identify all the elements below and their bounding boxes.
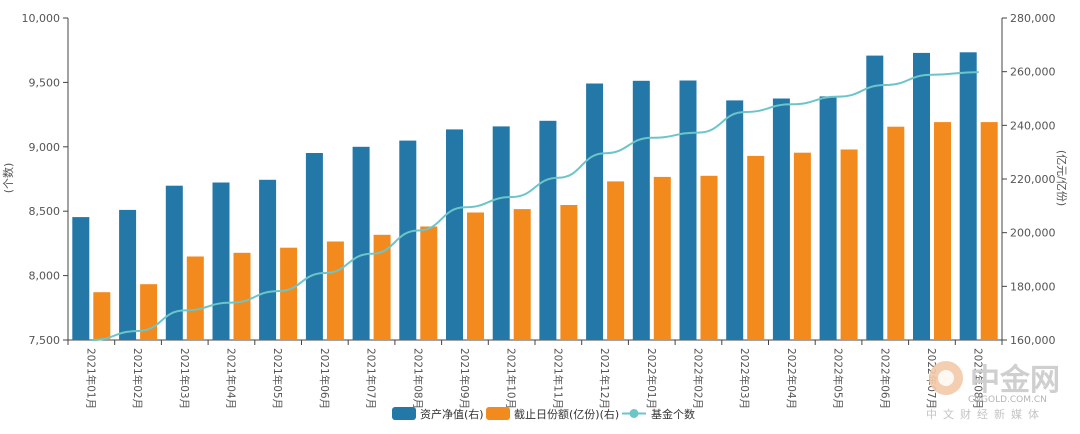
line-series (91, 71, 979, 341)
bar-shares[interactable] (840, 149, 858, 341)
bar-shares[interactable] (467, 212, 484, 341)
bar-shares[interactable] (373, 234, 391, 340)
bar-shares[interactable] (233, 252, 251, 340)
bar-net-assets[interactable] (492, 126, 510, 341)
watermark-domain: CNGOLD.COM.CN (968, 395, 1047, 405)
bar-shares[interactable] (140, 284, 158, 340)
x-tick-label: 2021年04月 (225, 348, 238, 409)
x-tick-label: 2022年01月 (645, 348, 658, 409)
x-tick-label: 2022年03月 (738, 348, 751, 409)
bar-shares[interactable] (980, 122, 998, 340)
bar-shares[interactable] (326, 241, 344, 341)
legend-item-shares[interactable]: 截止日份额(亿份)(右) (486, 407, 619, 421)
y-right-tick-label: 280,000 (1010, 12, 1056, 25)
bar-net-assets[interactable] (446, 129, 463, 340)
bar-net-assets[interactable] (726, 100, 744, 341)
bar-net-assets[interactable] (959, 52, 977, 341)
bar-shares[interactable] (280, 247, 298, 340)
bar-shares[interactable] (793, 152, 811, 340)
x-tick-label: 2021年07月 (365, 348, 378, 409)
legend-swatch-shares (486, 407, 510, 420)
bar-net-assets[interactable] (72, 217, 90, 340)
y-right-tick-label: 200,000 (1010, 227, 1056, 240)
watermark-tagline: 中文财经新媒体 (926, 407, 1045, 421)
bar-net-assets[interactable] (866, 55, 884, 340)
bar-net-assets[interactable] (305, 153, 323, 340)
bar-shares[interactable] (653, 176, 671, 340)
legend: 资产净值(右) 截止日份额(亿份)(右) 基金个数 (392, 407, 695, 421)
y-right-tick-label: 180,000 (1010, 280, 1056, 293)
x-tick-label: 2021年01月 (84, 348, 97, 409)
x-tick-label: 2022年05月 (832, 348, 845, 409)
bar-net-assets[interactable] (913, 52, 930, 341)
bar-shares[interactable] (513, 209, 531, 340)
y-right-tick-label: 220,000 (1010, 173, 1056, 186)
y-left-tick-label: 9,500 (29, 76, 61, 89)
x-tick-label: 2021年10月 (505, 348, 518, 409)
y-right-tick-label: 240,000 (1010, 119, 1056, 132)
bar-net-assets[interactable] (586, 83, 604, 341)
bar-shares[interactable] (934, 122, 951, 340)
y-left-tick-label: 9,000 (29, 141, 61, 154)
x-tick-label: 2021年06月 (318, 348, 331, 409)
y-right-tick-label: 260,000 (1010, 66, 1056, 79)
legend-label-net-assets: 资产净值(右) (420, 407, 484, 421)
bar-net-assets[interactable] (679, 80, 697, 341)
legend-item-fund-count[interactable]: 基金个数 (622, 407, 695, 421)
bar-net-assets[interactable] (352, 146, 370, 340)
x-tick-label: 2022年06月 (878, 348, 891, 409)
legend-swatch-fund-count-dot (629, 409, 639, 418)
bar-net-assets[interactable] (165, 185, 183, 340)
x-tick-label: 2021年03月 (178, 348, 191, 409)
y-left-tick-label: 8,500 (29, 205, 61, 218)
x-tick-label: 2021年02月 (131, 348, 144, 409)
legend-label-fund-count: 基金个数 (651, 407, 695, 421)
y-left-axis-title: (个数) (2, 163, 15, 194)
watermark-logo-inner-icon (938, 370, 954, 386)
y-left-tick-label: 10,000 (22, 12, 61, 25)
x-tick-label: 2022年08月 (972, 348, 985, 409)
bar-shares[interactable] (420, 226, 438, 341)
bar-shares[interactable] (93, 292, 111, 340)
watermark-brand: 中金网 (970, 363, 1060, 398)
legend-label-shares: 截止日份额(亿份)(右) (514, 407, 619, 421)
bar-net-assets[interactable] (212, 182, 230, 341)
x-tick-label: 2021年05月 (271, 348, 284, 409)
bar-net-assets[interactable] (819, 96, 837, 341)
bar-net-assets[interactable] (119, 209, 137, 340)
bar-net-assets[interactable] (539, 120, 557, 340)
y-right-axis-title: (亿元/亿份) (1055, 150, 1068, 206)
bar-net-assets[interactable] (259, 179, 277, 340)
x-tick-label: 2021年08月 (411, 348, 424, 409)
bar-shares[interactable] (887, 126, 905, 340)
bar-shares[interactable] (700, 175, 718, 340)
bar-shares[interactable] (560, 205, 578, 340)
x-axis-labels: 2021年01月 2021年02月 2021年03月 2021年04月 2021年05月… (84, 348, 984, 409)
x-tick-label: 2021年11月 (551, 348, 564, 409)
bar-series (72, 52, 998, 341)
bar-net-assets[interactable] (632, 80, 650, 341)
y-right-tick-label: 160,000 (1010, 334, 1056, 347)
y-left-tick-label: 7,500 (29, 334, 61, 347)
bar-shares[interactable] (607, 181, 625, 340)
x-tick-label: 2021年09月 (458, 348, 471, 409)
x-tick-label: 2022年02月 (692, 348, 705, 409)
x-tick-label: 2022年04月 (785, 348, 798, 409)
legend-item-net-assets[interactable]: 资产净值(右) (392, 407, 484, 421)
bar-net-assets[interactable] (399, 140, 417, 340)
y-left-tick-label: 8,000 (29, 270, 61, 283)
bar-shares[interactable] (186, 256, 204, 341)
legend-swatch-net-assets (392, 407, 416, 420)
line-fund-count[interactable] (91, 71, 979, 341)
watermark: 中金网 CNGOLD.COM.CN 中文财经新媒体 (926, 361, 1060, 421)
x-tick-label: 2021年12月 (598, 348, 611, 409)
bar-shares[interactable] (747, 155, 765, 340)
bar-net-assets[interactable] (772, 98, 790, 341)
